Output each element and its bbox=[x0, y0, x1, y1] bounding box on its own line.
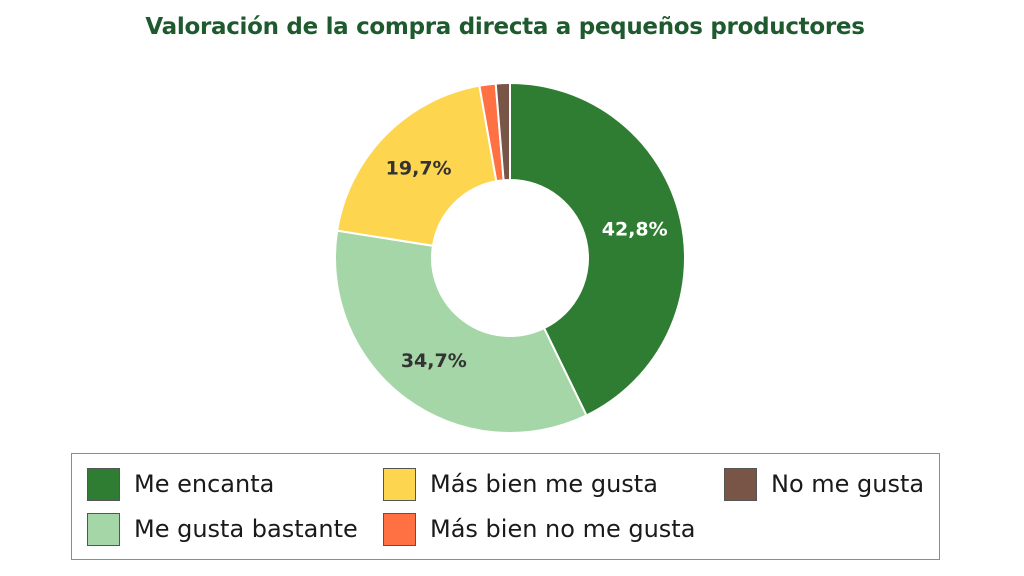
donut-slice-no-me-gusta bbox=[494, 81, 511, 182]
legend-item-no-me-gusta: No me gusta bbox=[724, 466, 924, 502]
legend-item-me-gusta-bastante: Me gusta bastante bbox=[87, 511, 358, 547]
legend-label-mas-bien-no-me-gusta: Más bien no me gusta bbox=[430, 515, 696, 543]
legend-swatch-mas-bien-me-gusta bbox=[383, 467, 416, 501]
legend-swatch-me-encanta bbox=[87, 467, 120, 501]
chart-title: Valoración de la compra directa a pequeñ… bbox=[145, 14, 865, 40]
chart-legend: Me encanta Me gusta bastante Más bien me… bbox=[71, 453, 940, 560]
legend-swatch-no-me-gusta bbox=[724, 467, 757, 501]
data-label-mas-bien-me-gusta: 19,7% bbox=[386, 157, 452, 179]
donut-slices bbox=[334, 81, 686, 434]
data-label-me-encanta: 42,8% bbox=[602, 218, 668, 240]
data-label-me-gusta-bastante: 34,7% bbox=[401, 350, 467, 372]
legend-item-mas-bien-me-gusta: Más bien me gusta bbox=[383, 466, 658, 502]
legend-label-mas-bien-me-gusta: Más bien me gusta bbox=[430, 470, 658, 498]
legend-item-mas-bien-no-me-gusta: Más bien no me gusta bbox=[383, 511, 695, 547]
donut-slice-me-encanta bbox=[509, 81, 686, 417]
donut-chart: 42,8% 34,7% 19,7% bbox=[334, 81, 686, 434]
legend-item-me-encanta: Me encanta bbox=[87, 466, 274, 502]
legend-label-me-gusta-bastante: Me gusta bastante bbox=[134, 515, 358, 543]
legend-label-no-me-gusta: No me gusta bbox=[771, 470, 925, 498]
donut-slice-me-gusta-bastante bbox=[334, 229, 588, 434]
legend-swatch-me-gusta-bastante bbox=[87, 512, 120, 546]
legend-swatch-mas-bien-no-me-gusta bbox=[383, 512, 416, 546]
legend-label-me-encanta: Me encanta bbox=[134, 470, 275, 498]
donut-slice-mas-bien-me-gusta bbox=[336, 84, 498, 247]
donut-data-labels: 42,8% 34,7% 19,7% bbox=[386, 157, 668, 371]
